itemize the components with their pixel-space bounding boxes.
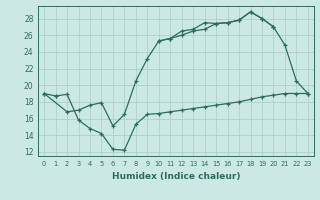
X-axis label: Humidex (Indice chaleur): Humidex (Indice chaleur) — [112, 172, 240, 181]
